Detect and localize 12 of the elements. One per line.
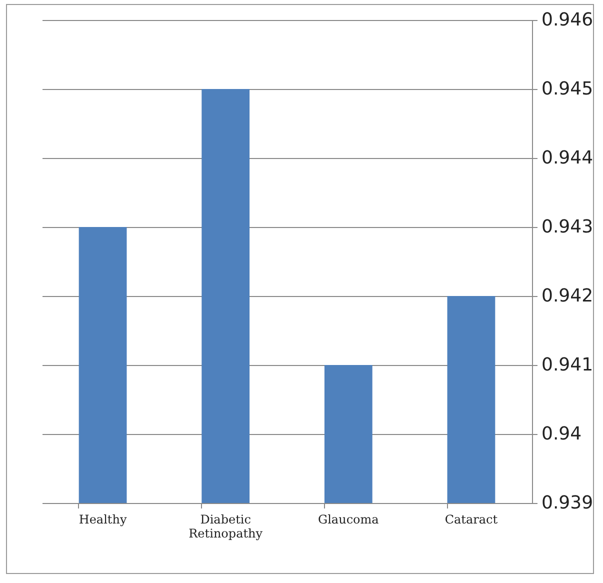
y-tick-label: 0.946 (542, 10, 594, 30)
y-tick-label: 0.945 (542, 78, 594, 100)
y-tick-label: 0.943 (542, 216, 594, 238)
x-tick-label: Cataract (444, 512, 498, 526)
x-tick-label: Healthy (78, 512, 127, 526)
x-tick-label: Glaucoma (318, 512, 379, 526)
x-tick-label: Diabetic Retinopathy (188, 512, 263, 540)
y-tick-label: 0.94 (542, 424, 582, 444)
y-tick-label: 0.941 (542, 354, 594, 376)
y-tick-label: 0.942 (542, 286, 594, 306)
y-tick-label: 0.944 (542, 148, 594, 168)
y-tick-label: 0.939 (542, 492, 594, 514)
